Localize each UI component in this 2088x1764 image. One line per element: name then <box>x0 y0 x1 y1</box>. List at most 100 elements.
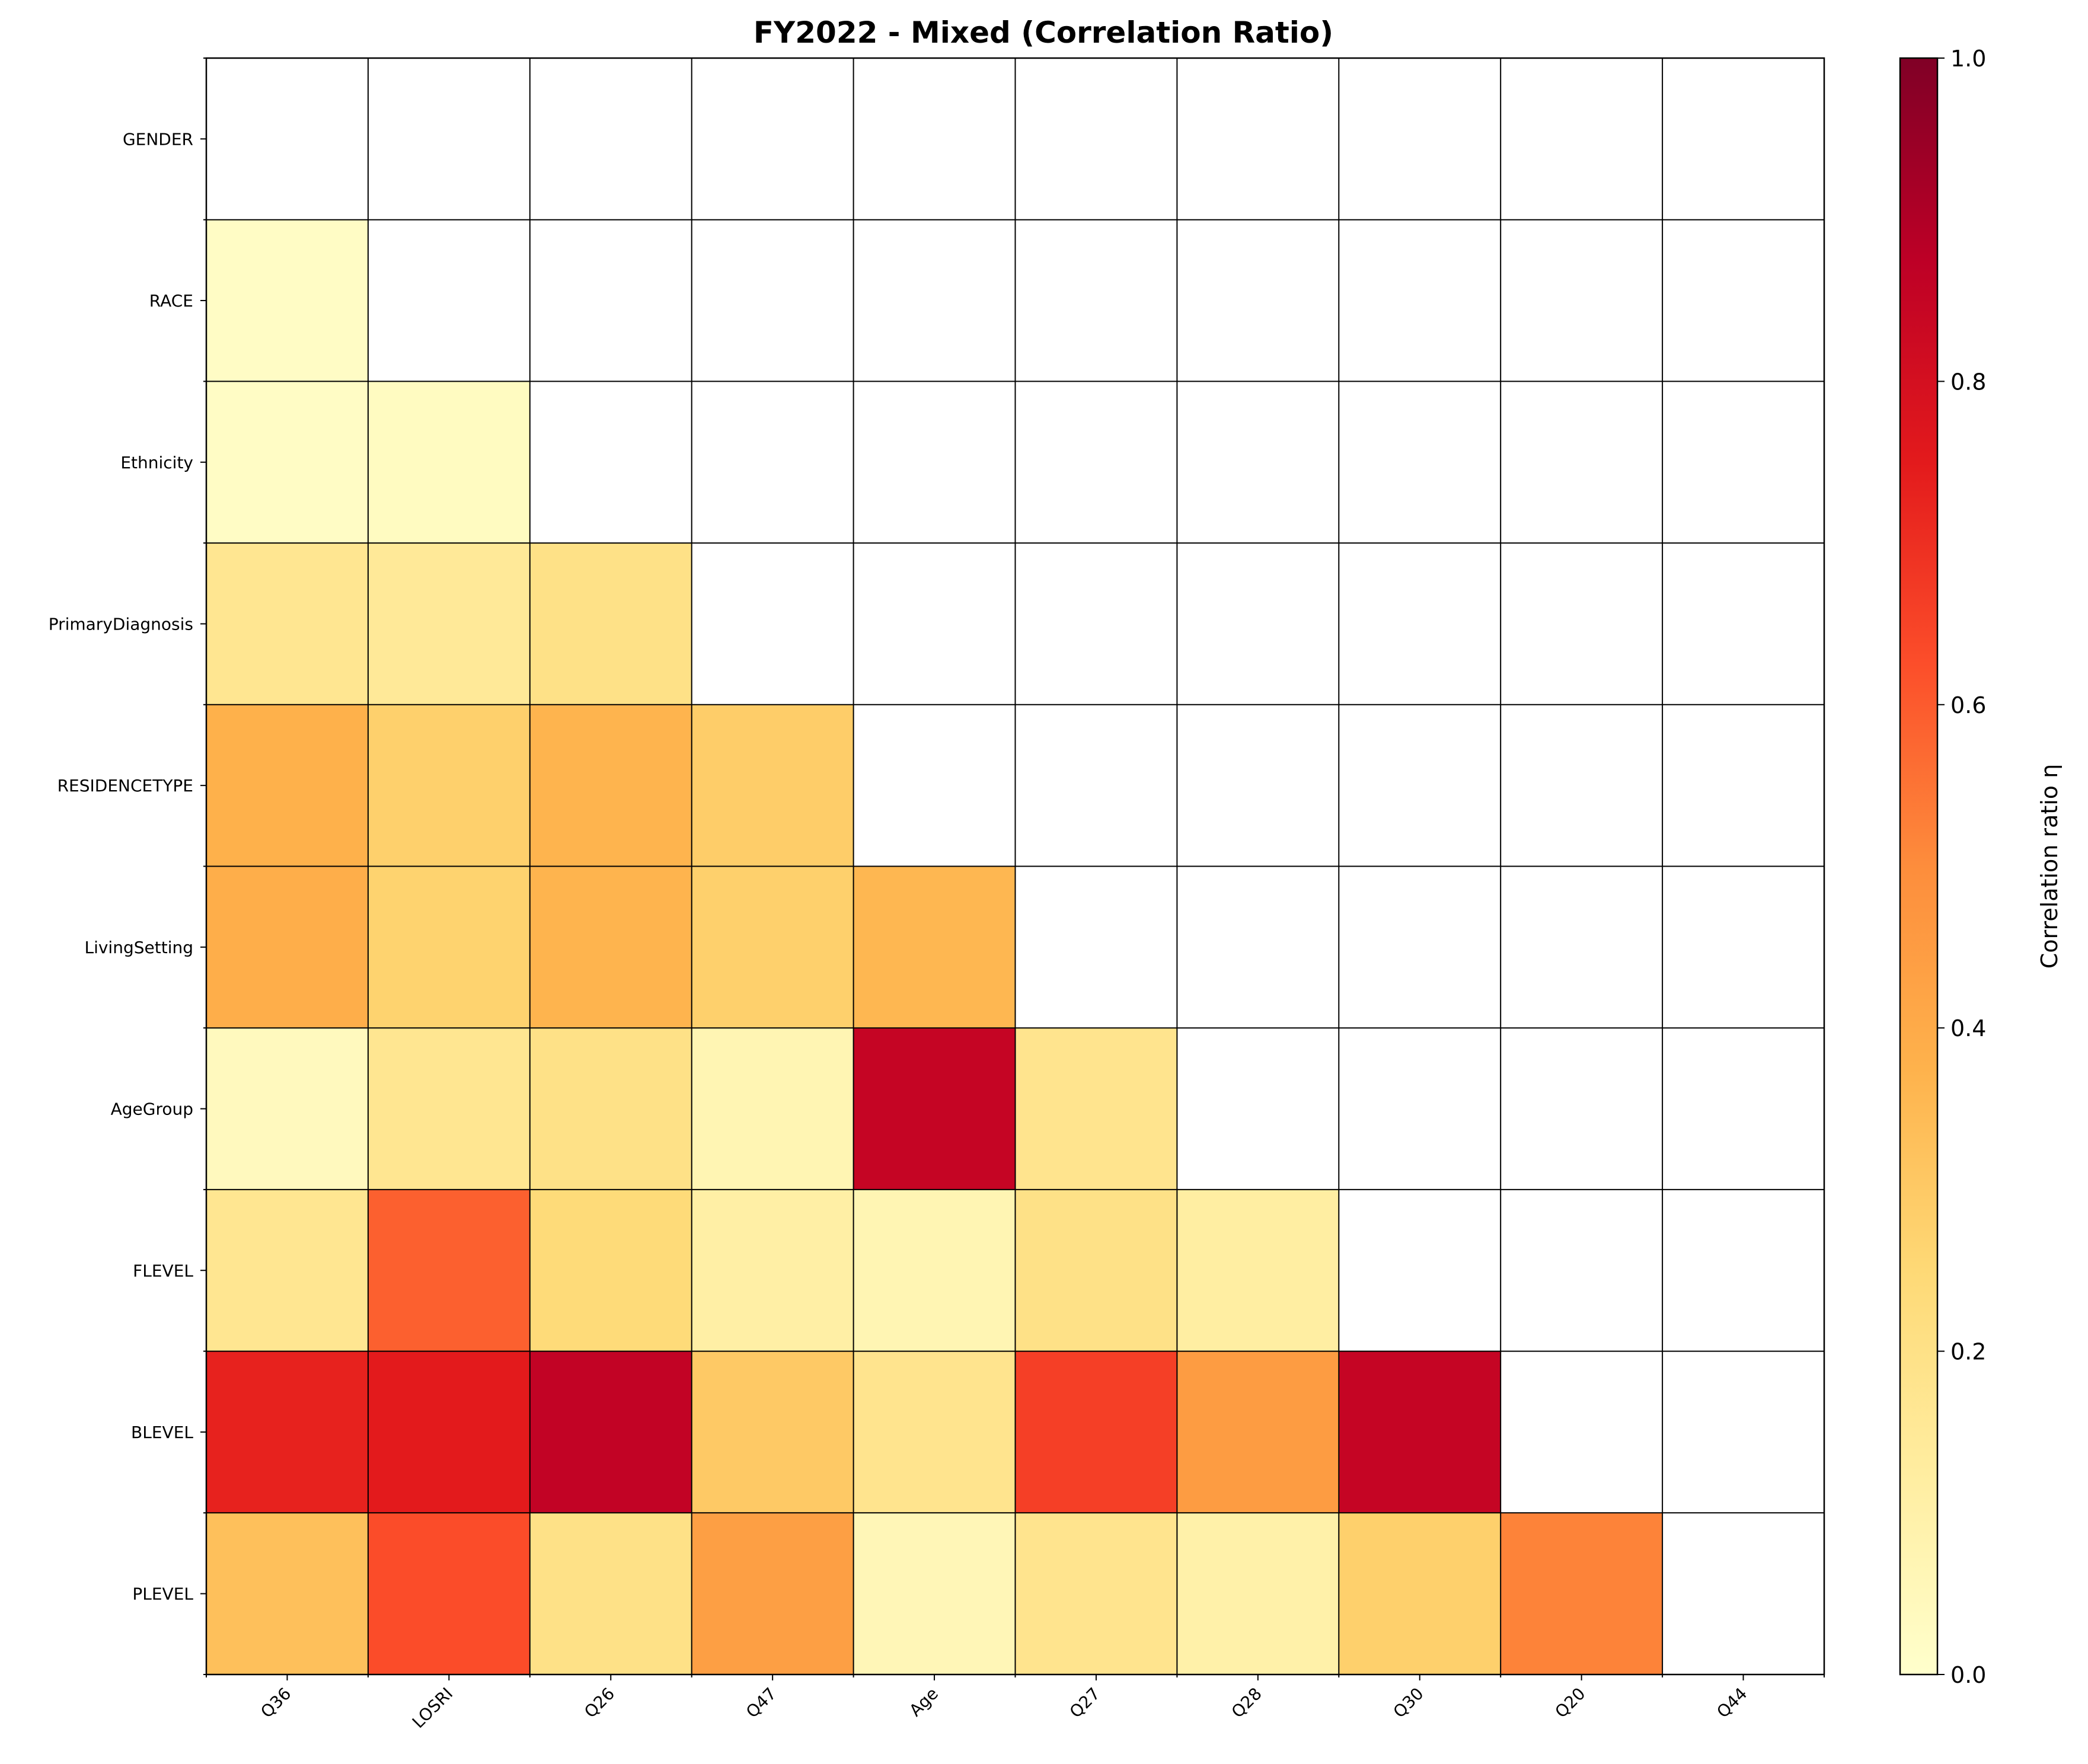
heatmap-cell <box>1177 381 1339 544</box>
heatmap-cell <box>1500 543 1663 705</box>
heatmap-cell <box>1177 543 1339 705</box>
heatmap-cell <box>206 543 368 705</box>
x-tick-label: Q27 <box>1066 1684 1104 1722</box>
heatmap-cell <box>206 381 368 544</box>
heatmap-cell <box>1015 704 1177 867</box>
heatmap-cell <box>206 58 368 220</box>
heatmap-cell <box>1500 219 1663 382</box>
heatmap-cell <box>368 1189 530 1351</box>
heatmap-cell <box>691 866 854 1028</box>
heatmap-cell <box>368 381 530 544</box>
colorbar-tick-label: 0.8 <box>1950 369 1986 395</box>
heatmap-cell <box>1015 1189 1177 1351</box>
heatmap-cell <box>1500 1351 1663 1513</box>
y-tick-label: FLEVEL <box>133 1261 193 1280</box>
heatmap-cell <box>368 1028 530 1190</box>
heatmap-cell <box>1339 219 1501 382</box>
x-tick-label: Q30 <box>1390 1684 1428 1722</box>
heatmap-cell <box>1015 1028 1177 1190</box>
heatmap-cell <box>1339 1189 1501 1351</box>
heatmap-cell <box>1662 58 1824 220</box>
heatmap-cell <box>368 1351 530 1513</box>
heatmap-cell <box>1177 1351 1339 1513</box>
heatmap-cell <box>691 58 854 220</box>
heatmap-cell <box>368 543 530 705</box>
heatmap-cell <box>691 1351 854 1513</box>
heatmap-cell <box>691 1189 854 1351</box>
heatmap-cell <box>206 1028 368 1190</box>
heatmap-cell <box>206 1351 368 1513</box>
heatmap-cell <box>853 866 1016 1028</box>
heatmap-cell <box>1015 1351 1177 1513</box>
heatmap-cell <box>529 381 692 544</box>
heatmap-cell <box>691 543 854 705</box>
heatmap-cell <box>206 1189 368 1351</box>
heatmap-cell <box>1177 219 1339 382</box>
heatmap-cell <box>1500 1028 1663 1190</box>
heatmap-cell <box>206 1513 368 1674</box>
heatmap-cell <box>1177 704 1339 867</box>
y-tick-label: RACE <box>149 291 193 311</box>
x-tick-label: Q28 <box>1228 1684 1266 1722</box>
y-tick-label: LivingSetting <box>84 938 193 957</box>
heatmap-cell <box>1015 58 1177 220</box>
heatmap-cell <box>1339 1513 1501 1674</box>
heatmap-cell <box>1339 58 1501 220</box>
heatmap-cell <box>853 1513 1016 1674</box>
chart-title: FY2022 - Mixed (Correlation Ratio) <box>754 15 1333 50</box>
heatmap-cell <box>529 1513 692 1674</box>
y-tick-label: Ethnicity <box>120 453 193 472</box>
heatmap-cell <box>368 704 530 867</box>
y-tick-label: BLEVEL <box>131 1423 193 1442</box>
heatmap-cell <box>529 1189 692 1351</box>
heatmap-cell <box>1500 704 1663 867</box>
heatmap-cell <box>529 58 692 220</box>
heatmap-cell <box>853 1351 1016 1513</box>
x-tick-label: Q20 <box>1551 1684 1589 1722</box>
x-tick-label: Q36 <box>257 1684 295 1722</box>
heatmap-cell <box>1500 1513 1663 1674</box>
heatmap-cell <box>1177 1513 1339 1674</box>
heatmap-cell <box>691 704 854 867</box>
heatmap-cell <box>206 219 368 382</box>
x-tick-label: Q26 <box>580 1684 618 1722</box>
x-tick-label: Q47 <box>742 1684 780 1722</box>
y-tick-label: AgeGroup <box>111 1100 193 1119</box>
y-tick-label: GENDER <box>123 129 193 149</box>
heatmap-cell <box>853 1028 1016 1190</box>
heatmap-cell <box>368 866 530 1028</box>
y-tick-label: PLEVEL <box>132 1584 193 1604</box>
plot-frame <box>205 57 1825 1676</box>
heatmap-cell <box>1177 866 1339 1028</box>
heatmap-cell <box>1662 1513 1824 1674</box>
heatmap-cell <box>1500 1189 1663 1351</box>
heatmap-cell <box>1339 866 1501 1028</box>
heatmap-cell <box>1015 219 1177 382</box>
heatmap-cell <box>853 381 1016 544</box>
heatmap-cell <box>691 219 854 382</box>
heatmap-cell <box>1662 1189 1824 1351</box>
heatmap-cell <box>1339 1028 1501 1190</box>
heatmap-cell <box>1662 543 1824 705</box>
heatmap-cell <box>1662 381 1824 544</box>
heatmap-cell <box>529 1028 692 1190</box>
heatmap-cell <box>529 866 692 1028</box>
heatmap-cell <box>1177 58 1339 220</box>
heatmap-cell <box>1500 866 1663 1028</box>
heatmap-cell <box>529 1351 692 1513</box>
heatmap-cell <box>1500 381 1663 544</box>
colorbar-tick-label: 1.0 <box>1950 46 1986 72</box>
heatmap-cell <box>206 704 368 867</box>
colorbar-tick-label: 0.2 <box>1950 1339 1986 1365</box>
heatmap-cell <box>691 381 854 544</box>
heatmap-cell <box>691 1513 854 1674</box>
colorbar-tick-label: 0.4 <box>1950 1015 1986 1041</box>
colorbar-label: Correlation ratio η <box>2036 764 2063 969</box>
heatmap-cell <box>1500 58 1663 220</box>
heatmap-cell <box>853 1189 1016 1351</box>
heatmap-cell <box>529 704 692 867</box>
heatmap-cell <box>1662 866 1824 1028</box>
y-tick-label: RESIDENCETYPE <box>58 776 193 795</box>
